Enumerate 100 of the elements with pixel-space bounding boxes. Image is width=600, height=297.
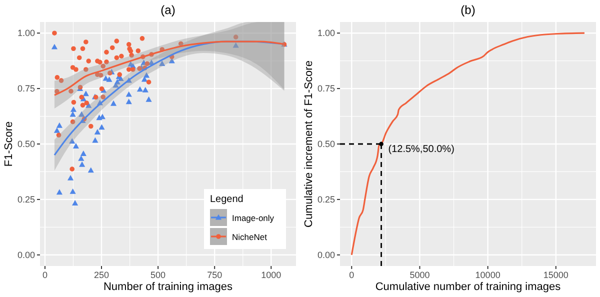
point [137, 66, 142, 71]
point [54, 75, 60, 80]
point [140, 36, 145, 41]
point [92, 137, 98, 143]
point [88, 124, 94, 129]
point [114, 78, 120, 84]
line-series [350, 32, 586, 256]
point [126, 42, 132, 47]
point [68, 88, 74, 94]
y-axis-title: F1-Score [3, 121, 15, 167]
point [233, 34, 238, 40]
point [84, 67, 88, 72]
point [80, 150, 86, 156]
point [100, 64, 106, 69]
chart-title: (a) [160, 3, 176, 17]
point [80, 46, 86, 52]
y-axis-title: Cumulative increment of F1-Score [303, 60, 315, 228]
point [107, 70, 112, 76]
point [72, 143, 79, 148]
point [52, 30, 57, 36]
point [159, 60, 166, 66]
point [136, 48, 141, 54]
x-tick-label: 15000 [543, 270, 568, 280]
point [114, 38, 120, 44]
point [74, 67, 78, 72]
y-tick-label: 1.00 [317, 28, 335, 38]
point [54, 127, 60, 133]
x-tick-label: 5000 [410, 270, 430, 280]
legend-label: Image-only [232, 213, 275, 223]
point [110, 45, 115, 50]
point [98, 60, 102, 65]
y-tick-label: 0.25 [317, 194, 335, 204]
point [80, 102, 86, 108]
point [72, 200, 78, 206]
point [143, 72, 150, 78]
y-tick-label: 0.25 [17, 194, 35, 204]
point [86, 102, 92, 108]
point [71, 100, 76, 105]
y-tick-label: 1.00 [17, 28, 35, 38]
point [56, 122, 62, 128]
point [104, 50, 109, 55]
point [98, 124, 105, 130]
point [119, 54, 124, 59]
point [70, 119, 76, 124]
x-axis-title: Cumulative number of training images [375, 281, 562, 293]
point [126, 67, 132, 72]
point [104, 60, 109, 64]
point [94, 129, 100, 134]
chart-title: (b) [460, 3, 476, 17]
point [100, 94, 106, 100]
point [70, 188, 76, 194]
point [67, 174, 74, 180]
point [126, 98, 132, 104]
point [130, 67, 136, 72]
point [58, 78, 64, 83]
point [106, 76, 112, 82]
point [82, 90, 89, 96]
point [126, 91, 132, 97]
x-tick-label: 10000 [475, 270, 500, 280]
y-tick-label: 0.00 [17, 250, 35, 260]
point [142, 86, 148, 92]
point [88, 167, 94, 173]
point [129, 52, 134, 58]
point [76, 55, 82, 60]
point [117, 72, 122, 77]
y-tick-label: 0.50 [317, 139, 335, 149]
point [86, 58, 92, 64]
legend-title: Legend [210, 194, 244, 205]
point [56, 189, 62, 195]
point [78, 111, 85, 117]
point [128, 48, 134, 54]
annotation: (12.5%,50.0%) [388, 144, 454, 155]
x-tick-label: 750 [207, 270, 222, 280]
point [99, 86, 104, 92]
y-tick-label: 0.00 [317, 250, 335, 260]
point [71, 46, 76, 52]
x-tick-label: 500 [150, 270, 166, 280]
x-tick-label: 250 [94, 270, 110, 280]
point [146, 96, 152, 102]
point [84, 100, 89, 106]
point [79, 161, 86, 167]
y-tick-label: 0.50 [17, 139, 35, 149]
y-tick-label: 0.75 [17, 84, 35, 94]
point [136, 86, 143, 92]
point [69, 138, 76, 144]
point [56, 132, 62, 138]
point [144, 61, 150, 66]
point [110, 100, 117, 106]
point [146, 80, 152, 85]
x-tick-label: 0 [349, 270, 354, 280]
x-axis-title: Number of training images [103, 281, 233, 293]
point [70, 111, 76, 117]
y-tick-label: 0.75 [317, 84, 335, 94]
point [70, 166, 75, 172]
point [232, 42, 239, 48]
point [178, 41, 184, 46]
point [114, 55, 120, 60]
point [84, 40, 88, 44]
point [70, 106, 77, 112]
legend-label: NicheNet [232, 232, 268, 242]
